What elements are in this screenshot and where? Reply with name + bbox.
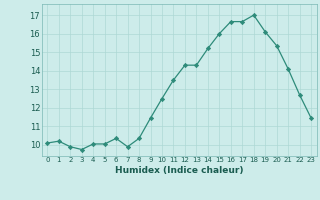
X-axis label: Humidex (Indice chaleur): Humidex (Indice chaleur) <box>115 166 244 175</box>
